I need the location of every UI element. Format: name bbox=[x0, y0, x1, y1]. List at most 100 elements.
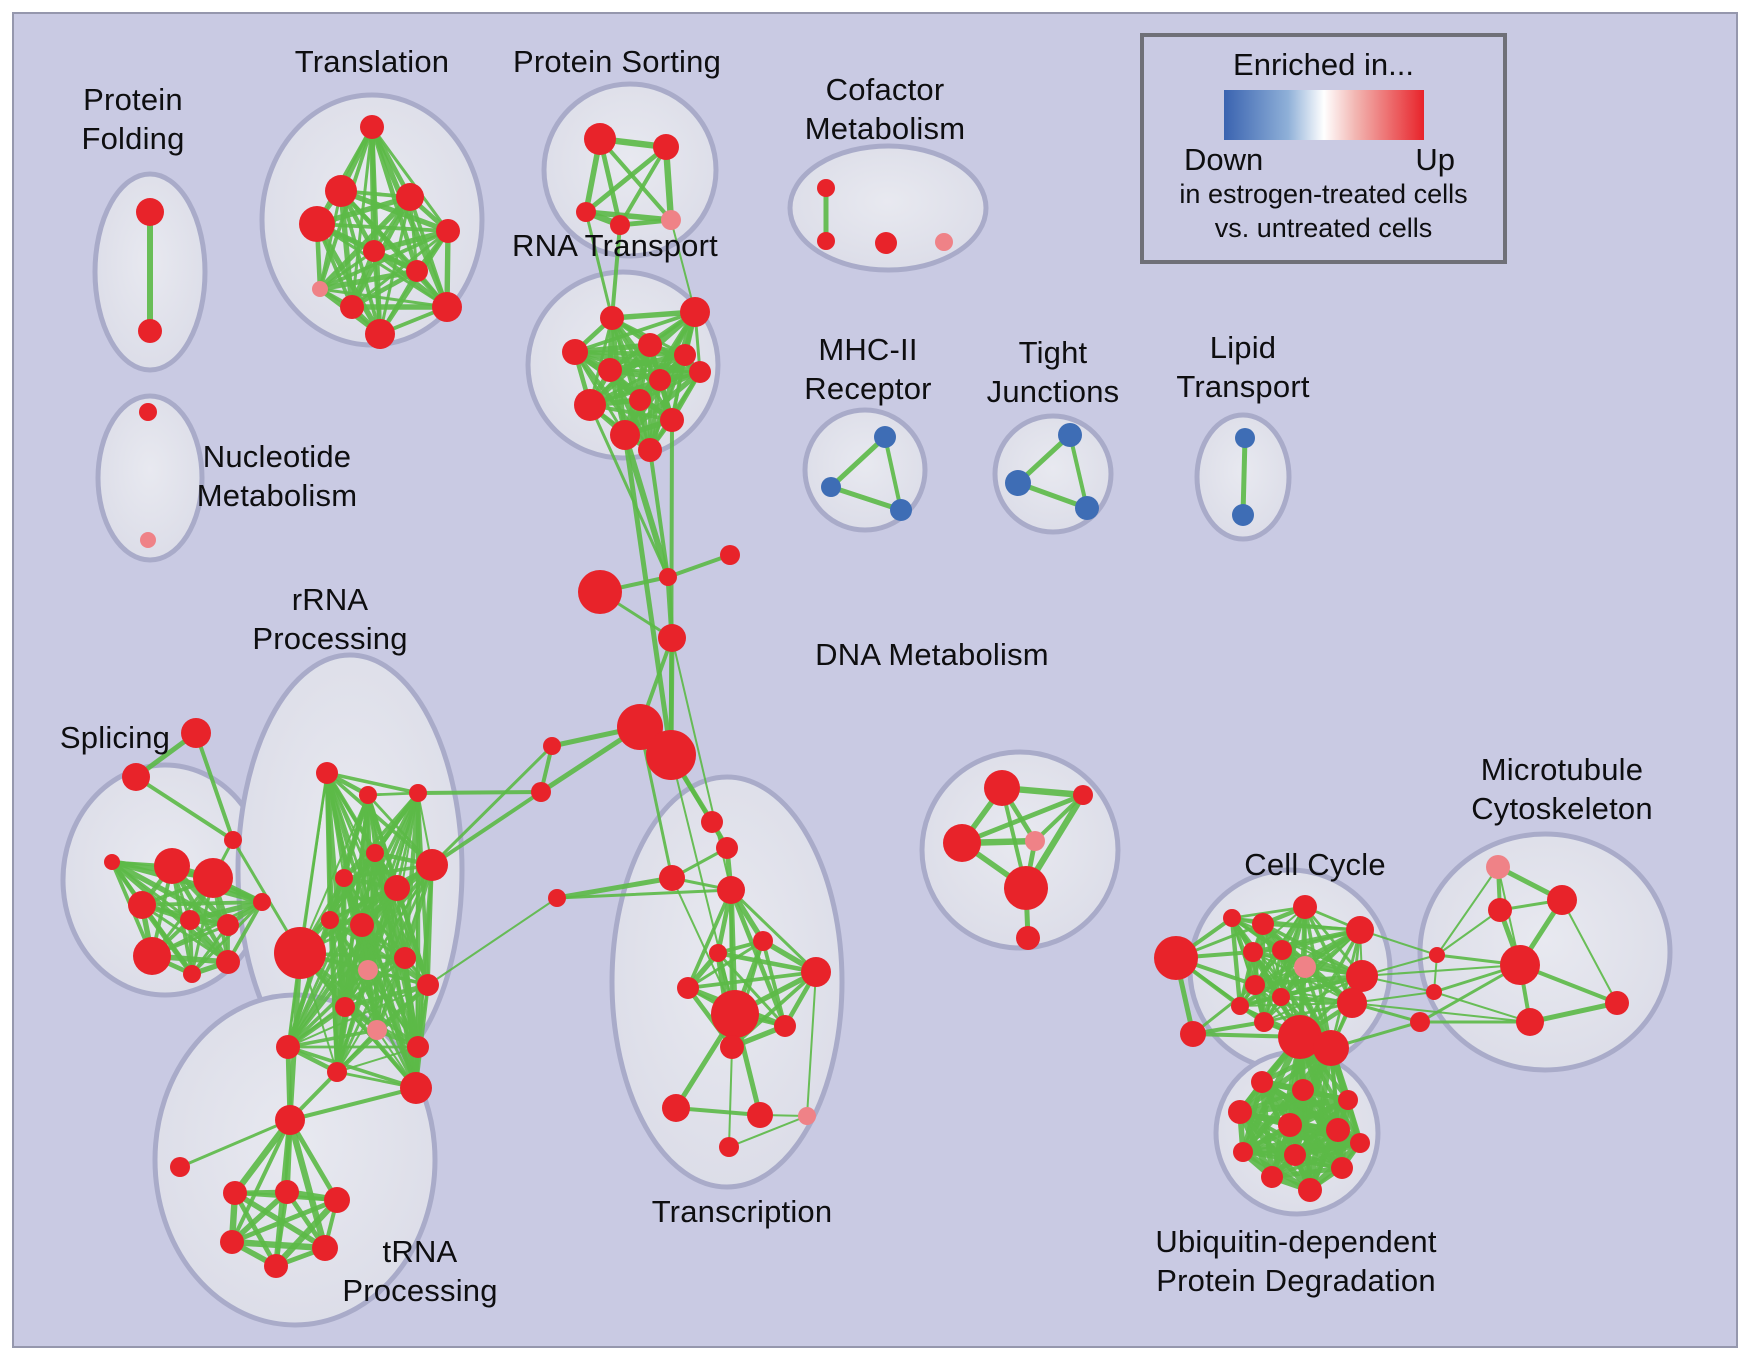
network-node-tp3[interactable] bbox=[324, 1187, 350, 1213]
network-node-sp2[interactable] bbox=[193, 858, 233, 898]
network-node-rt13[interactable] bbox=[638, 438, 662, 462]
network-node-sp3[interactable] bbox=[128, 891, 156, 919]
network-node-rt1[interactable] bbox=[600, 306, 624, 330]
network-node-rr15[interactable] bbox=[367, 1020, 387, 1040]
network-node-cc7[interactable] bbox=[1346, 960, 1378, 992]
network-node-sp4[interactable] bbox=[133, 937, 171, 975]
network-node-tp2[interactable] bbox=[275, 1180, 299, 1204]
network-node-ccl[interactable] bbox=[1180, 1021, 1206, 1047]
network-node-t9[interactable] bbox=[340, 295, 364, 319]
network-node-dm4[interactable] bbox=[1025, 831, 1045, 851]
network-node-tx11[interactable] bbox=[720, 1035, 744, 1059]
network-node-cc14[interactable] bbox=[1313, 1030, 1349, 1066]
network-node-ps2[interactable] bbox=[653, 134, 679, 160]
network-node-t3[interactable] bbox=[396, 183, 424, 211]
network-node-t11[interactable] bbox=[365, 319, 395, 349]
network-node-t10[interactable] bbox=[432, 292, 462, 322]
network-node-b2[interactable] bbox=[1426, 984, 1442, 1000]
network-node-rt2[interactable] bbox=[680, 297, 710, 327]
network-node-cc2[interactable] bbox=[1293, 895, 1317, 919]
network-node-ps3[interactable] bbox=[576, 202, 596, 222]
network-node-rr16[interactable] bbox=[407, 1036, 429, 1058]
network-node-rr5[interactable] bbox=[335, 869, 353, 887]
network-node-rr10[interactable] bbox=[321, 911, 339, 929]
network-node-ch1[interactable] bbox=[578, 570, 622, 614]
network-node-tj3[interactable] bbox=[1075, 496, 1099, 520]
network-node-tx5[interactable] bbox=[753, 931, 773, 951]
network-node-ps1[interactable] bbox=[584, 123, 616, 155]
network-node-rr8[interactable] bbox=[274, 927, 326, 979]
network-node-nu1[interactable] bbox=[139, 403, 157, 421]
network-node-t4[interactable] bbox=[299, 206, 335, 242]
network-node-mt6[interactable] bbox=[1605, 991, 1629, 1015]
network-node-rt11[interactable] bbox=[610, 420, 640, 450]
network-node-mt2[interactable] bbox=[1547, 885, 1577, 915]
network-node-cc11[interactable] bbox=[1254, 1012, 1274, 1032]
network-node-cc15[interactable] bbox=[1223, 909, 1241, 927]
network-node-tr1[interactable] bbox=[181, 718, 211, 748]
network-node-ub1[interactable] bbox=[1251, 1071, 1273, 1093]
network-node-rr17[interactable] bbox=[276, 1035, 300, 1059]
network-node-tp5[interactable] bbox=[312, 1235, 338, 1261]
network-node-rr12[interactable] bbox=[394, 947, 416, 969]
network-node-cm4[interactable] bbox=[935, 233, 953, 251]
network-node-tp6[interactable] bbox=[264, 1254, 288, 1278]
network-node-ub9[interactable] bbox=[1284, 1144, 1306, 1166]
network-node-rt7[interactable] bbox=[649, 369, 671, 391]
network-node-sp1[interactable] bbox=[154, 848, 190, 884]
network-node-ub7[interactable] bbox=[1350, 1133, 1370, 1153]
network-node-ub12[interactable] bbox=[1298, 1178, 1322, 1202]
network-node-mt4[interactable] bbox=[1500, 945, 1540, 985]
network-node-tx8[interactable] bbox=[801, 957, 831, 987]
network-node-cc9[interactable] bbox=[1272, 988, 1290, 1006]
network-node-sp10[interactable] bbox=[253, 893, 271, 911]
network-node-mt5[interactable] bbox=[1516, 1008, 1544, 1036]
network-node-t1[interactable] bbox=[360, 115, 384, 139]
network-node-cc13[interactable] bbox=[1278, 1015, 1322, 1059]
network-node-mh3[interactable] bbox=[890, 499, 912, 521]
network-node-tr3[interactable] bbox=[224, 831, 242, 849]
network-node-cc10[interactable] bbox=[1337, 988, 1367, 1018]
network-node-rt5[interactable] bbox=[674, 344, 696, 366]
network-node-t7[interactable] bbox=[406, 260, 428, 282]
network-node-lt1[interactable] bbox=[1235, 428, 1255, 448]
network-node-cm3[interactable] bbox=[875, 232, 897, 254]
network-node-rt3[interactable] bbox=[562, 339, 588, 365]
network-node-rt12[interactable] bbox=[660, 408, 684, 432]
network-node-b3[interactable] bbox=[1410, 1012, 1430, 1032]
network-node-mt1[interactable] bbox=[1486, 855, 1510, 879]
network-node-ub11[interactable] bbox=[1261, 1166, 1283, 1188]
network-node-ch2[interactable] bbox=[659, 568, 677, 586]
network-node-ub8[interactable] bbox=[1233, 1142, 1253, 1162]
network-node-tx1[interactable] bbox=[659, 865, 685, 891]
network-node-dm3[interactable] bbox=[943, 824, 981, 862]
network-node-cm1[interactable] bbox=[817, 179, 835, 197]
network-node-sp8[interactable] bbox=[183, 965, 201, 983]
network-node-rr14[interactable] bbox=[335, 997, 355, 1017]
network-node-rr13[interactable] bbox=[417, 974, 439, 996]
network-node-dm1[interactable] bbox=[984, 770, 1020, 806]
network-node-ps5[interactable] bbox=[661, 210, 681, 230]
network-node-ub6[interactable] bbox=[1326, 1118, 1350, 1142]
network-node-pf2[interactable] bbox=[138, 319, 162, 343]
network-node-pf1[interactable] bbox=[136, 198, 164, 226]
network-node-t2[interactable] bbox=[325, 175, 357, 207]
network-node-rr4[interactable] bbox=[366, 844, 384, 862]
network-node-t6[interactable] bbox=[363, 240, 385, 262]
network-node-cc8[interactable] bbox=[1245, 975, 1265, 995]
network-node-rr9[interactable] bbox=[350, 913, 374, 937]
network-node-tx2[interactable] bbox=[701, 811, 723, 833]
network-node-tx3[interactable] bbox=[716, 837, 738, 859]
network-node-rr3[interactable] bbox=[409, 784, 427, 802]
network-node-t8[interactable] bbox=[312, 281, 328, 297]
network-node-tx9[interactable] bbox=[711, 990, 759, 1038]
network-node-tp4[interactable] bbox=[220, 1230, 244, 1254]
network-node-dm6[interactable] bbox=[1016, 926, 1040, 950]
network-node-s1[interactable] bbox=[543, 737, 561, 755]
network-node-hub2[interactable] bbox=[646, 730, 696, 780]
network-node-mt3[interactable] bbox=[1488, 898, 1512, 922]
network-node-sp5[interactable] bbox=[180, 910, 200, 930]
network-node-tx12[interactable] bbox=[662, 1094, 690, 1122]
network-node-cc3[interactable] bbox=[1346, 916, 1374, 944]
network-node-ub10[interactable] bbox=[1331, 1157, 1353, 1179]
